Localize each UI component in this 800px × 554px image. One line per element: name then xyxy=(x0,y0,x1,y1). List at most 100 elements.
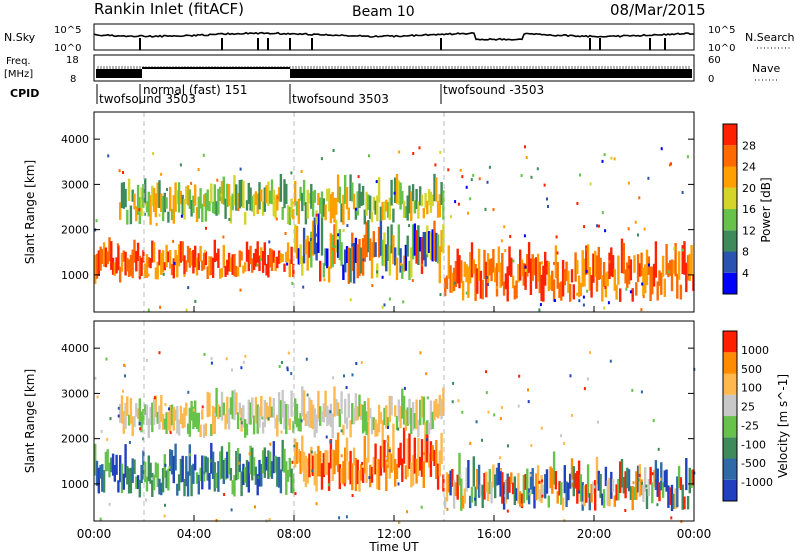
scatter-cell xyxy=(501,472,504,504)
scatter-cell xyxy=(470,486,474,503)
scatter-cell xyxy=(108,462,111,478)
scatter-cell xyxy=(415,230,418,264)
scatter-cell xyxy=(224,413,227,430)
scatter-cell xyxy=(463,488,466,504)
scatter-cell xyxy=(265,263,268,276)
scatter-cell xyxy=(686,255,690,281)
scatter-speck xyxy=(293,444,296,448)
scatter-speck xyxy=(361,461,364,465)
scatter-cell xyxy=(252,415,256,435)
y-tick-label: 2000 xyxy=(61,224,89,237)
scatter-cell xyxy=(445,275,449,290)
x-tick-label: 12:00 xyxy=(377,527,412,541)
scatter-cell xyxy=(658,482,661,502)
scatter-speck xyxy=(315,213,318,217)
scatter-cell xyxy=(624,471,627,499)
scatter-cell xyxy=(247,182,250,204)
scatter-cell xyxy=(431,229,434,262)
scatter-cell xyxy=(215,252,218,262)
scatter-cell xyxy=(327,409,331,425)
y-tick-label: 4000 xyxy=(61,133,89,146)
scatter-cell xyxy=(206,189,209,211)
scatter-cell xyxy=(361,238,365,276)
scatter-cell xyxy=(235,451,238,481)
scatter-cell xyxy=(181,413,184,429)
scatter-cell xyxy=(206,457,209,481)
scatter-cell xyxy=(233,389,236,421)
scatter-cell xyxy=(458,452,461,486)
scatter-cell xyxy=(519,249,522,281)
scatter-cell xyxy=(94,443,97,476)
scatter-cell xyxy=(188,407,191,437)
scatter-cell xyxy=(442,190,445,220)
power-ylabel: Slant Range [km] xyxy=(23,160,37,264)
scatter-cell xyxy=(242,463,245,485)
scatter-cell xyxy=(170,404,174,426)
scatter-cell xyxy=(344,174,347,204)
scatter-cell xyxy=(151,185,154,207)
scatter-cell xyxy=(611,255,615,278)
scatter-cell xyxy=(510,472,513,485)
scatter-cell xyxy=(626,262,629,288)
scatter-speck xyxy=(601,159,604,163)
scatter-cell xyxy=(245,423,249,436)
scatter-cell xyxy=(397,447,400,468)
scatter-speck xyxy=(240,421,243,425)
scatter-cell xyxy=(206,266,209,279)
scatter-speck xyxy=(381,275,384,279)
scatter-cell xyxy=(345,437,349,462)
scatter-cell xyxy=(417,419,420,438)
x-tick-label: 00:00 xyxy=(677,527,712,541)
scatter-cell xyxy=(167,251,170,263)
scatter-speck xyxy=(517,404,520,408)
scatter-cell xyxy=(286,469,290,482)
scatter-cell xyxy=(370,416,374,435)
scatter-cell xyxy=(261,421,265,434)
scatter-cell xyxy=(304,202,308,225)
scatter-cell xyxy=(561,259,565,297)
scatter-speck xyxy=(486,276,489,279)
scatter-cell xyxy=(283,179,286,209)
colorbar-swatch xyxy=(723,394,737,417)
scatter-cell xyxy=(481,484,484,508)
scatter-cell xyxy=(199,467,202,481)
scatter-cell xyxy=(263,242,266,266)
scatter-cell xyxy=(536,465,540,499)
velocity-ylabel: Slant Range [km] xyxy=(23,369,37,473)
scatter-cell xyxy=(674,488,677,509)
colorbar-swatch xyxy=(723,187,737,210)
scatter-speck xyxy=(651,472,654,476)
scatter-speck xyxy=(461,410,464,414)
scatter-cell xyxy=(504,273,508,290)
scatter-speck xyxy=(128,441,131,444)
scatter-speck xyxy=(546,197,548,201)
scatter-speck xyxy=(406,510,409,514)
scatter-cell xyxy=(465,264,468,283)
scatter-speck xyxy=(383,303,386,307)
scatter-cell xyxy=(299,186,302,201)
scatter-cell xyxy=(402,255,406,272)
scatter-speck xyxy=(540,261,543,265)
scatter-speck xyxy=(627,181,630,185)
scatter-cell xyxy=(427,422,431,435)
scatter-speck xyxy=(625,287,628,291)
scatter-cell xyxy=(395,416,399,431)
scatter-cell xyxy=(126,209,129,225)
scatter-cell xyxy=(111,453,115,476)
scatter-cell xyxy=(306,411,309,426)
scatter-speck xyxy=(257,475,260,479)
scatter-cell xyxy=(274,257,277,272)
scatter-cell xyxy=(513,285,516,300)
scatter-cell xyxy=(622,477,625,494)
colorbar-swatch xyxy=(723,230,737,252)
scatter-speck xyxy=(434,163,437,167)
colorbar-tick-label: -25 xyxy=(741,419,759,432)
scatter-cell xyxy=(165,412,168,434)
scatter-cell xyxy=(147,257,150,268)
scatter-cell xyxy=(199,245,202,262)
scatter-cell xyxy=(192,195,195,213)
scatter-cell xyxy=(360,191,363,206)
scatter-cell xyxy=(256,241,259,263)
scatter-cell xyxy=(340,468,343,483)
scatter-speck xyxy=(159,305,162,309)
